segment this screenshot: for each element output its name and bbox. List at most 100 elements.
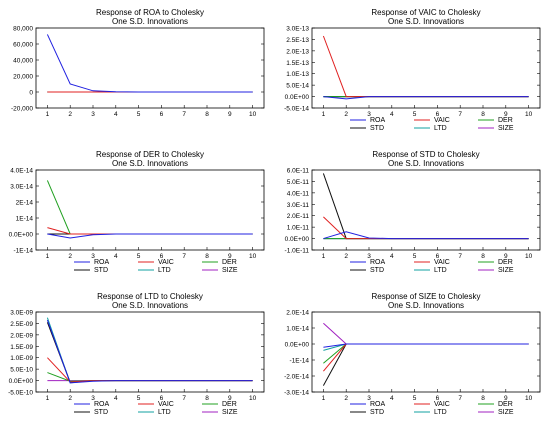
- legend-label-vaic: VAIC: [434, 259, 450, 266]
- x-tick-label: 6: [436, 111, 440, 118]
- x-tick-label: 2: [344, 253, 348, 260]
- x-tick-label: 4: [390, 253, 394, 260]
- x-tick-label: 5: [137, 253, 141, 260]
- legend-label-std: STD: [370, 125, 384, 132]
- series-group: [322, 173, 529, 240]
- chart-subtitle: One S.D. Innovations: [388, 301, 464, 310]
- y-tick-label: 1.0E-09: [10, 355, 33, 362]
- x-tick-label: 4: [390, 111, 394, 118]
- chart-subtitle: One S.D. Innovations: [112, 159, 188, 168]
- y-tick-label: 60,000: [13, 42, 33, 49]
- series-line-roa: [46, 34, 253, 93]
- y-tick-label: -2.0E-14: [284, 374, 309, 381]
- x-tick-label: 1: [46, 111, 50, 118]
- x-tick-label: 10: [249, 395, 257, 402]
- x-tick-label: 2: [344, 395, 348, 402]
- x-tick-label: 7: [458, 111, 462, 118]
- series-group: [46, 34, 253, 93]
- y-tick-label: 2.5E-09: [10, 321, 33, 328]
- x-tick-label: 10: [525, 111, 533, 118]
- y-tick-label: -1E-14: [289, 358, 309, 365]
- x-tick-label: 7: [182, 111, 186, 118]
- plot-frame: [35, 311, 265, 393]
- x-tick-label: 6: [436, 395, 440, 402]
- x-tick-label: 1: [322, 395, 326, 402]
- chart-subtitle: One S.D. Innovations: [388, 159, 464, 168]
- x-tick-label: 10: [525, 395, 533, 402]
- legend-label-size: SIZE: [222, 409, 238, 416]
- y-tick-label: 1.0E-13: [286, 71, 309, 78]
- x-tick-label: 8: [205, 111, 209, 118]
- legend-label-roa: ROA: [370, 117, 386, 124]
- x-tick-label: 5: [137, 395, 141, 402]
- x-tick-label: 4: [390, 395, 394, 402]
- y-tick-label: 0.0E+00: [285, 236, 310, 243]
- x-tick-label: 9: [228, 253, 232, 260]
- y-tick-label: 1.5E-13: [286, 60, 309, 67]
- series-group: [46, 317, 253, 384]
- y-tick-label: 5.0E-14: [286, 83, 309, 90]
- x-tick-label: 9: [504, 395, 508, 402]
- x-tick-label: 3: [367, 395, 371, 402]
- chart-title: Response of SIZE to Cholesky: [372, 292, 481, 301]
- x-tick-label: 5: [413, 253, 417, 260]
- y-tick-label: -5.0E-10: [8, 390, 33, 397]
- y-tick-label: 5.0E-10: [10, 367, 33, 374]
- y-tick-label: 5.0E-11: [287, 179, 310, 186]
- series-line-roa: [323, 231, 529, 240]
- x-tick-label: 6: [436, 253, 440, 260]
- plot-frame: [35, 169, 265, 251]
- legend-label-roa: ROA: [94, 259, 110, 266]
- chart-title: Response of ROA to Cholesky: [96, 8, 204, 17]
- y-tick-label: 80,000: [13, 26, 33, 33]
- legend-label-size: SIZE: [498, 125, 514, 132]
- y-tick-label: 0.0E+00: [285, 94, 310, 101]
- y-tick-label: -1.0E-11: [285, 248, 310, 255]
- y-tick-label: -1E-14: [13, 248, 33, 255]
- x-tick-label: 6: [160, 253, 164, 260]
- legend-label-vaic: VAIC: [434, 401, 450, 408]
- legend-label-roa: ROA: [370, 401, 386, 408]
- x-tick-label: 2: [344, 111, 348, 118]
- x-tick-label: 8: [481, 395, 485, 402]
- x-tick-label: 8: [481, 253, 485, 260]
- y-tick-label: 2.0E-13: [286, 48, 309, 55]
- y-tick-label: 3.0E-09: [10, 310, 33, 317]
- y-tick-label: 1E-14: [16, 216, 34, 223]
- x-tick-label: 3: [367, 253, 371, 260]
- x-tick-label: 4: [114, 111, 118, 118]
- x-tick-label: 2: [68, 111, 72, 118]
- series-group: [322, 35, 529, 100]
- x-tick-label: 7: [458, 253, 462, 260]
- y-tick-label: 4.0E-11: [287, 190, 310, 197]
- y-tick-label: 3.0E-11: [287, 202, 310, 209]
- x-tick-label: 3: [91, 111, 95, 118]
- x-tick-label: 8: [205, 395, 209, 402]
- legend-label-vaic: VAIC: [158, 401, 174, 408]
- legend-label-size: SIZE: [222, 267, 238, 274]
- y-tick-label: 1.5E-09: [10, 344, 33, 351]
- series-group: [46, 180, 253, 239]
- y-tick-label: 20,000: [13, 74, 33, 81]
- plot-frame: [311, 169, 541, 251]
- legend-label-der: DER: [498, 401, 513, 408]
- y-tick-label: 40,000: [13, 58, 33, 65]
- chart-subtitle: One S.D. Innovations: [112, 301, 188, 310]
- y-tick-label: 6.0E-11: [287, 168, 310, 175]
- x-tick-label: 2: [68, 395, 72, 402]
- y-tick-label: 2.0E-14: [286, 310, 309, 317]
- x-tick-label: 4: [114, 253, 118, 260]
- x-tick-label: 2: [68, 253, 72, 260]
- y-tick-label: 2.5E-13: [286, 37, 309, 44]
- legend-label-ltd: LTD: [434, 125, 447, 132]
- x-tick-label: 9: [504, 253, 508, 260]
- x-tick-label: 6: [160, 395, 164, 402]
- chart-title: Response of VAIC to Cholesky: [371, 8, 480, 17]
- chart-title: Response of STD to Cholesky: [372, 150, 479, 159]
